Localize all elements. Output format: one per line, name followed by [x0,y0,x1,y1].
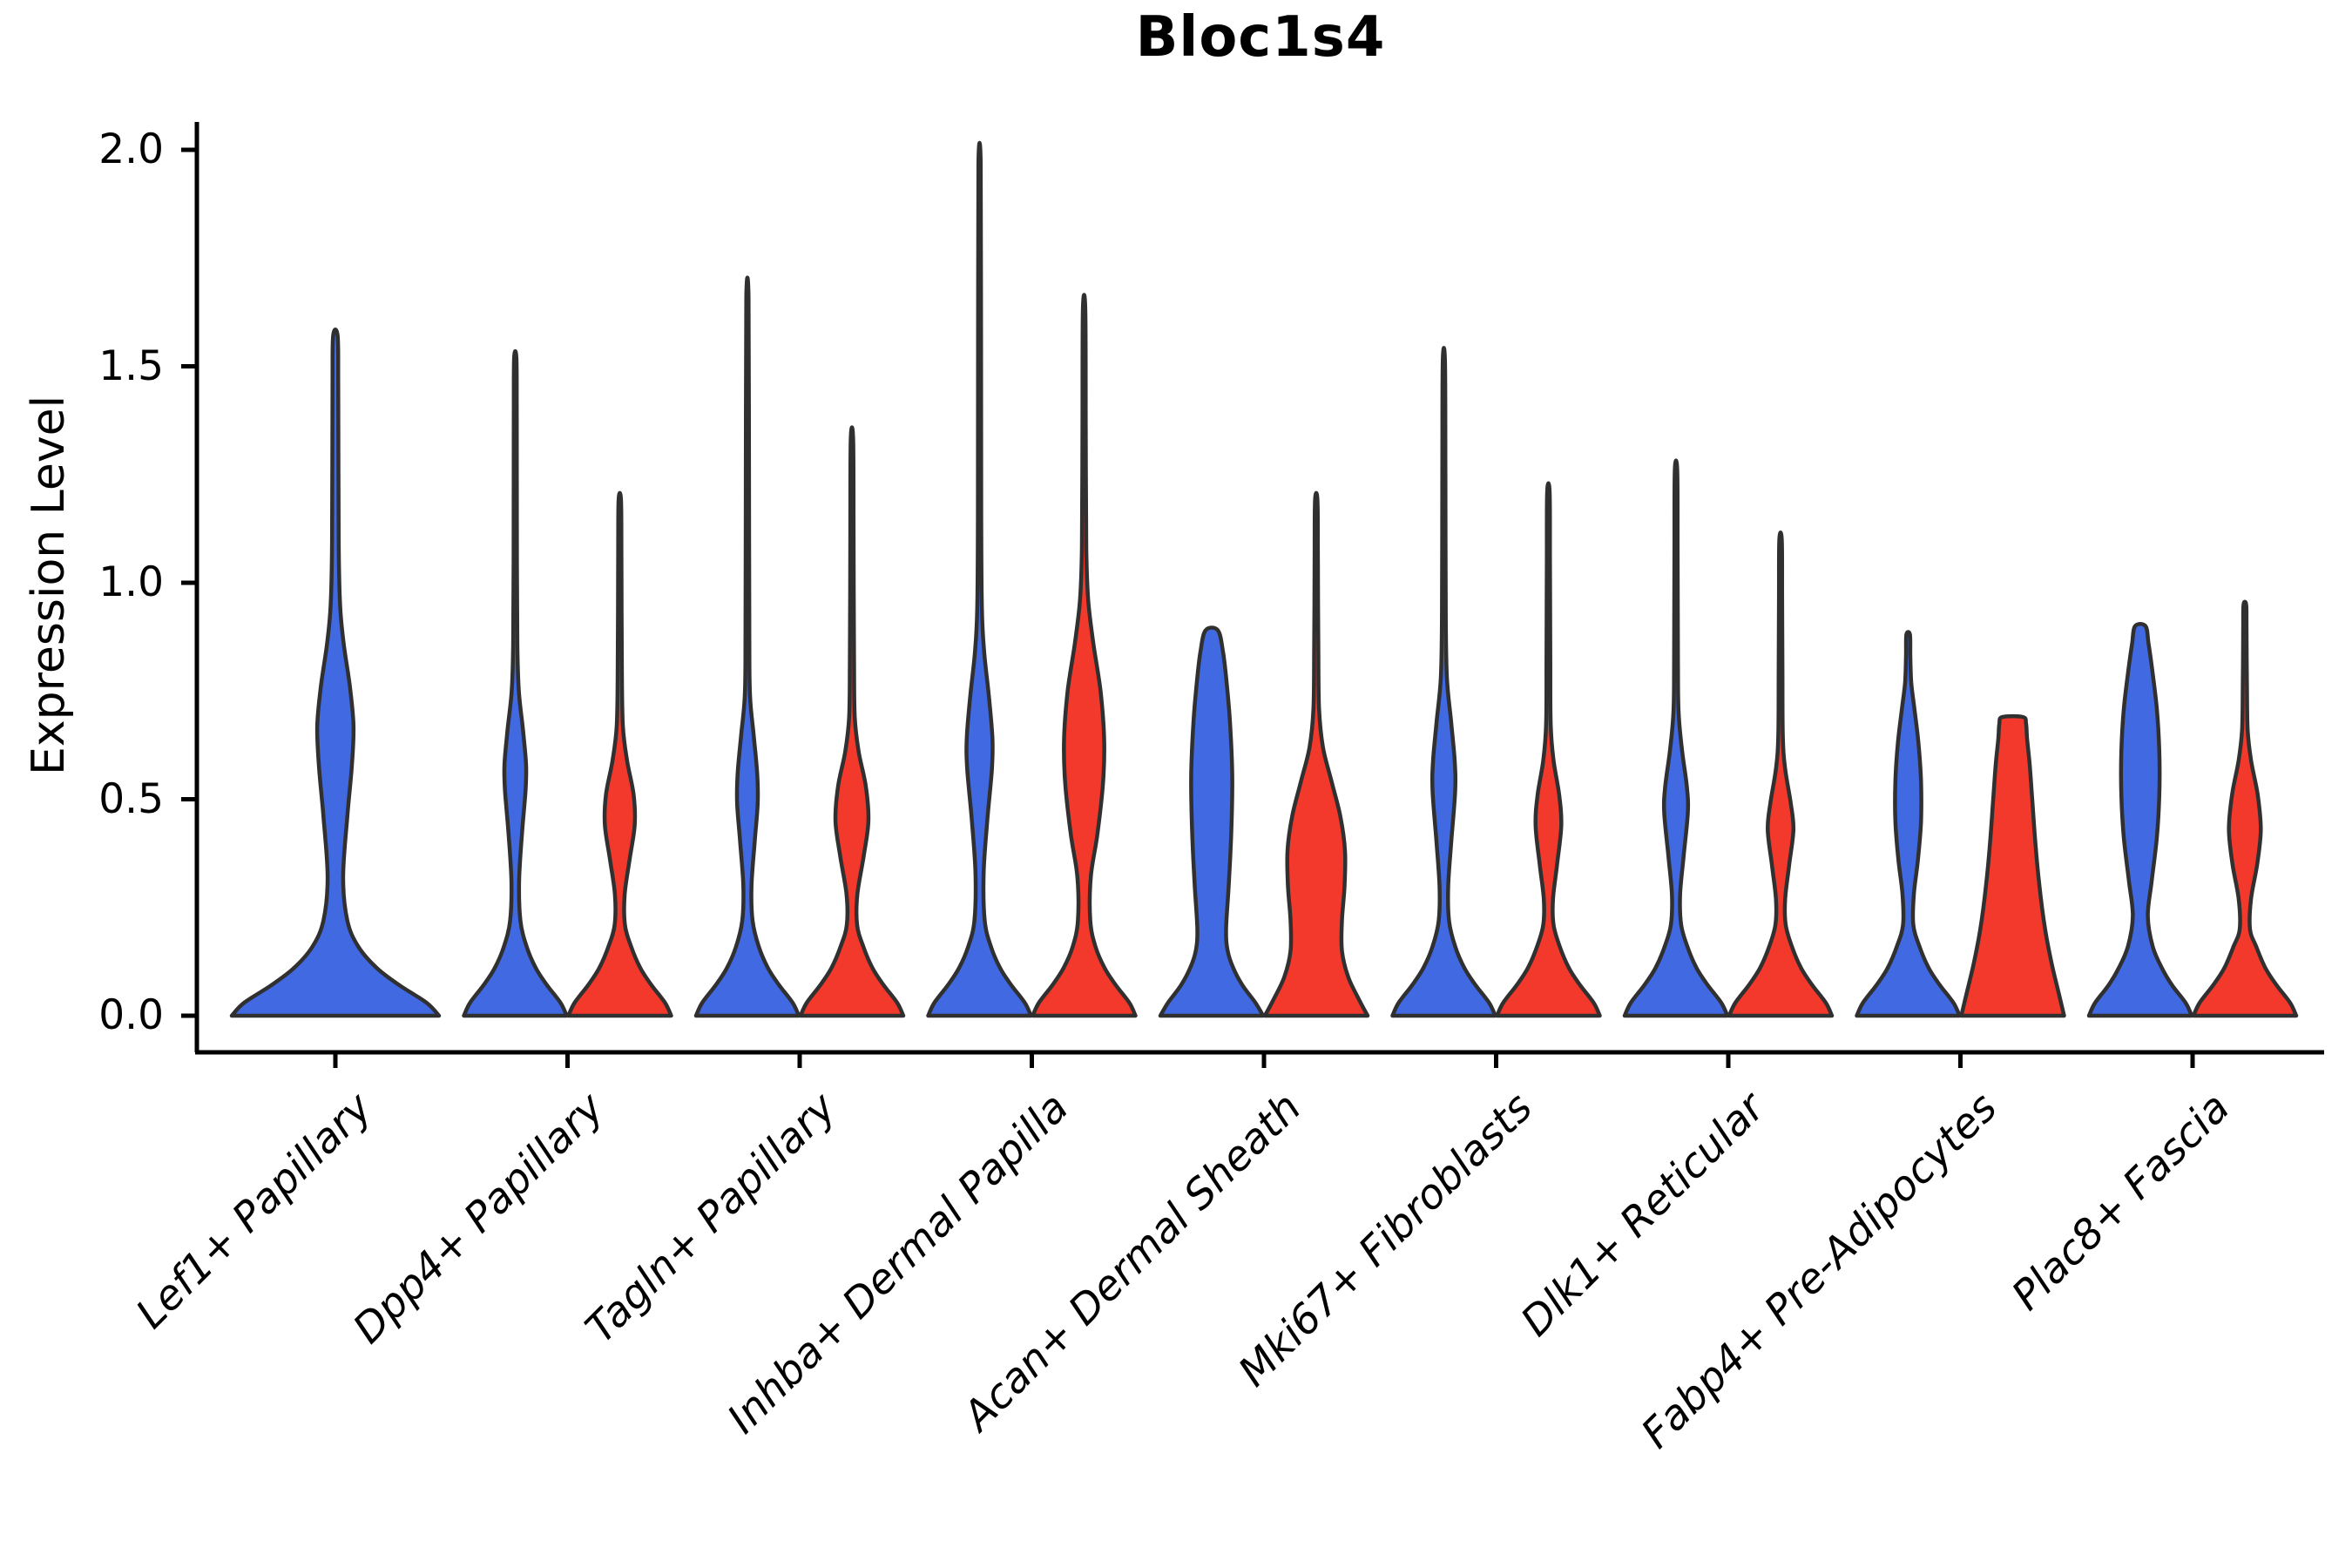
violin-inhba-dermal-papilla-red [1031,293,1138,1018]
violin-fabp4-pre-adipocytes-blue [1855,630,1962,1018]
y-tick-label-0.0: 0.0 [98,991,164,1039]
violin-dlk1-reticular-red [1727,530,1835,1018]
violin-acan-dermal-sheath-red [1262,490,1370,1018]
y-tick-label-1.0: 1.0 [98,558,164,606]
violin-dlk1-reticular-blue [1622,458,1730,1018]
violin-fabp4-pre-adipocytes-red [1959,713,2066,1018]
violin-plac8-fascia-blue [2086,621,2194,1018]
y-tick-label-1.5: 1.5 [98,341,164,390]
chart-title: Bloc1s4 [1135,5,1386,70]
violin-tagln-papillary-red [798,425,906,1018]
y-axis-label: Expression Level [23,395,75,776]
violin-acan-dermal-sheath-blue [1158,625,1266,1018]
violin-mki67-fibroblasts-blue [1390,346,1497,1018]
violin-plac8-fascia-red [2191,599,2299,1018]
violin-tagln-papillary-blue [693,275,801,1018]
violin-dpp4-papillary-blue [462,348,569,1018]
violin-lef1-papillary-blue [229,328,442,1018]
violin-dpp4-papillary-red [566,490,673,1018]
violin-inhba-dermal-papilla-blue [926,140,1033,1018]
violin-mki67-fibroblasts-red [1495,481,1602,1018]
y-tick-label-2.0: 2.0 [98,125,164,173]
y-tick-label-0.5: 0.5 [98,774,164,823]
